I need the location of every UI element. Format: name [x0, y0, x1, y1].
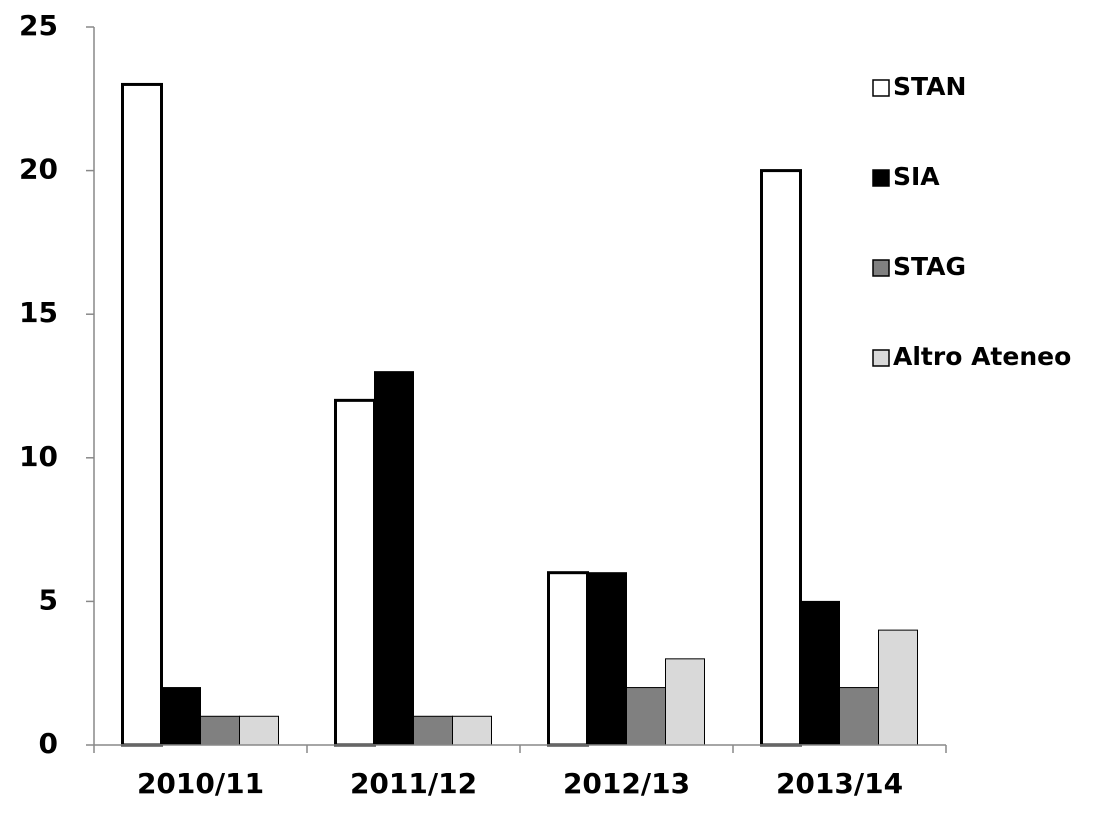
bar [665, 658, 705, 746]
x-tick-label: 2013/14 [776, 767, 903, 800]
bar [200, 715, 240, 746]
legend-swatch [872, 349, 890, 367]
bar [587, 572, 627, 746]
bar [334, 398, 376, 747]
bar [161, 687, 201, 746]
bar [413, 715, 453, 746]
bar [800, 600, 840, 746]
bar [878, 629, 918, 746]
bar [547, 571, 589, 747]
x-tick-label: 2011/12 [350, 767, 477, 800]
y-tick-label: 0 [39, 727, 58, 760]
bar [626, 687, 666, 746]
legend-swatch [872, 79, 890, 97]
legend-label: STAG [893, 252, 966, 281]
bar [839, 687, 879, 746]
bar [452, 715, 492, 746]
x-tick-label: 2012/13 [563, 767, 690, 800]
y-tick-label: 25 [19, 9, 58, 42]
legend-label: STAN [893, 72, 966, 101]
x-tick-label: 2010/11 [137, 767, 264, 800]
legend-label: SIA [893, 162, 940, 191]
bar [239, 715, 279, 746]
y-tick-label: 5 [39, 583, 58, 616]
bar [760, 169, 802, 747]
y-tick-label: 20 [19, 153, 58, 186]
bar [374, 371, 414, 746]
legend-label: Altro Ateneo [893, 342, 1071, 371]
legend-swatch [872, 259, 890, 277]
y-tick-label: 10 [19, 440, 58, 473]
legend-swatch [872, 169, 890, 187]
bar [121, 82, 163, 747]
y-tick-label: 15 [19, 296, 58, 329]
